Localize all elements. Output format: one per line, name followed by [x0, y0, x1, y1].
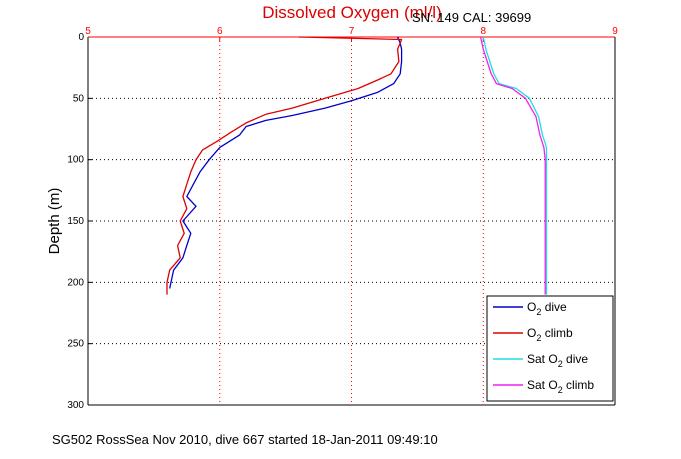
series-line-o2-climb	[166, 36, 403, 295]
y-tick-label: 150	[67, 216, 84, 227]
legend-box	[486, 295, 614, 402]
footer-caption: SG502 RossSea Nov 2010, dive 667 started…	[52, 432, 438, 447]
y-tick-label: 0	[78, 32, 84, 43]
y-axis-label: Depth (m)	[46, 188, 63, 255]
y-tick-label: 100	[67, 155, 84, 166]
series-line-o2-dive	[169, 36, 403, 289]
chart-title: Dissolved Oxygen (ml/l)	[262, 3, 442, 22]
y-tick-label: 50	[73, 93, 85, 104]
series-line-sat-climb	[479, 36, 546, 295]
chart-subtitle: SN: 149 CAL: 39699	[412, 10, 531, 25]
y-tick-label: 250	[67, 339, 84, 350]
y-tick-label: 300	[67, 400, 84, 411]
legend-label-sat-dive: Sat O2 dive	[527, 352, 588, 369]
x-tick-label: 7	[349, 26, 355, 37]
x-tick-label: 9	[612, 26, 618, 37]
x-tick-label: 6	[217, 26, 223, 37]
x-tick-label: 8	[480, 26, 486, 37]
series-line-sat-dive	[482, 36, 548, 295]
y-tick-label: 200	[67, 277, 84, 288]
x-tick-label: 5	[85, 26, 91, 37]
legend-label-o2-climb: O2 climb	[527, 326, 573, 343]
legend-label-sat-climb: Sat O2 climb	[527, 378, 594, 395]
legend-label-o2-dive: O2 dive	[527, 300, 567, 317]
